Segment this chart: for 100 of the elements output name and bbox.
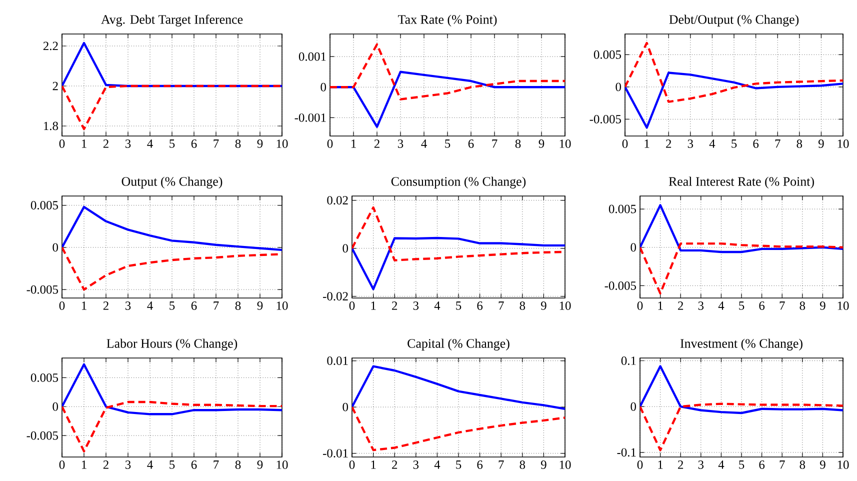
x-tick-label: 3 (698, 302, 704, 310)
x-tick-label: 6 (468, 140, 474, 148)
y-tick-label: 0.01 (327, 356, 348, 365)
x-tick-label: 3 (125, 140, 131, 148)
chart-title: Output (% Change) (122, 176, 222, 188)
y-tick-label: 0.001 (298, 52, 326, 61)
y-tick-label: -0.01 (323, 449, 348, 458)
y-tick-label: 0 (342, 402, 348, 412)
x-tick-label: 6 (191, 460, 197, 469)
x-tick-label: 5 (456, 460, 462, 469)
x-tick-label: 3 (398, 140, 404, 148)
x-tick-label: 3 (413, 302, 419, 310)
x-tick-label: 1 (371, 460, 376, 469)
x-tick-label: 0 (637, 460, 643, 469)
x-tick-label: 6 (477, 460, 483, 469)
x-tick-label: 9 (818, 140, 824, 148)
x-tick-label: 4 (421, 140, 427, 148)
x-tick-label: 4 (709, 140, 716, 148)
x-tick-label: 1 (351, 140, 356, 148)
x-tick-label: 5 (170, 460, 175, 469)
x-tick-label: 3 (688, 140, 694, 148)
x-tick-label: 5 (732, 140, 737, 148)
x-tick-label: 4 (718, 460, 724, 469)
x-tick-label: 8 (800, 302, 806, 310)
x-tick-label: 9 (257, 140, 263, 148)
x-tick-label: 10 (838, 460, 849, 469)
x-tick-label: 9 (820, 302, 826, 310)
y-tick-label: 1.8 (44, 122, 58, 130)
x-tick-label: 9 (541, 302, 546, 310)
y-tick-label: 0.005 (594, 50, 621, 59)
x-tick-label: 8 (515, 140, 521, 148)
x-tick-label: 5 (456, 302, 462, 310)
x-tick-label: 5 (739, 302, 744, 310)
y-tick-label: -0.005 (26, 431, 58, 440)
y-tick-label: 0.1 (621, 356, 636, 365)
x-tick-label: 5 (170, 302, 175, 310)
x-tick-label: 9 (257, 302, 263, 310)
x-tick-label: 7 (214, 140, 219, 148)
y-tick-label: -0.001 (294, 113, 326, 122)
x-tick-label: 10 (560, 140, 571, 148)
x-tick-label: 0 (349, 460, 355, 469)
x-tick-label: 0 (59, 302, 65, 310)
y-tick-label: -0.005 (590, 114, 621, 124)
x-tick-label: 1 (644, 140, 650, 148)
y-tick-label: 0.02 (327, 196, 348, 205)
x-tick-label: 1 (82, 302, 86, 310)
y-tick-label: 0.005 (608, 204, 636, 214)
x-tick-label: 7 (780, 302, 785, 310)
y-tick-label: -0.005 (604, 282, 636, 290)
x-tick-label: 4 (434, 302, 440, 310)
x-tick-label: 2 (392, 302, 398, 310)
x-tick-label: 1 (82, 140, 86, 148)
y-tick-label: 0.005 (30, 373, 58, 382)
x-tick-label: 2 (678, 460, 684, 469)
x-tick-label: 10 (276, 460, 288, 469)
line-series (62, 363, 282, 416)
x-tick-label: 0 (59, 460, 65, 469)
x-tick-label: 4 (718, 302, 724, 310)
y-tick-label: 2.2 (43, 42, 58, 50)
y-tick-label: -0.1 (617, 448, 636, 457)
x-tick-label: 7 (498, 302, 504, 310)
x-tick-label: 4 (147, 302, 153, 310)
y-tick-label: 2 (52, 82, 58, 90)
x-tick-label: 4 (434, 460, 440, 469)
x-tick-label: 8 (520, 302, 526, 310)
x-tick-label: 2 (666, 140, 672, 148)
x-tick-label: 6 (759, 302, 765, 310)
x-tick-label: 1 (658, 460, 663, 469)
x-tick-label: 5 (170, 140, 175, 148)
x-tick-label: 2 (678, 302, 684, 310)
x-tick-label: 8 (235, 140, 241, 148)
x-tick-label: 0 (349, 302, 355, 310)
x-tick-label: 1 (82, 460, 86, 469)
x-tick-label: 8 (800, 460, 806, 469)
x-tick-label: 7 (492, 140, 498, 148)
y-tick-label: 0.005 (30, 201, 58, 210)
line-series (352, 406, 566, 452)
x-tick-label: 10 (276, 140, 288, 148)
x-tick-label: 6 (191, 140, 197, 148)
x-tick-label: 10 (838, 302, 849, 310)
chart-title: Labor Hours (% Change) (106, 338, 238, 350)
x-tick-label: 9 (820, 460, 826, 469)
chart-title: Avg. Debt Target Inference (101, 14, 243, 26)
chart-title: Capital (% Change) (408, 338, 510, 350)
chart-title: Tax Rate (% Point) (398, 14, 497, 26)
x-tick-label: 2 (392, 460, 398, 469)
x-tick-label: 6 (753, 140, 759, 148)
x-tick-label: 2 (103, 302, 108, 310)
x-tick-label: 8 (520, 460, 526, 469)
chart-title: Real Interest Rate (% Point) (668, 176, 814, 188)
y-tick-label: 0 (616, 82, 622, 92)
x-tick-label: 7 (214, 460, 219, 469)
x-tick-label: 8 (235, 302, 241, 310)
x-tick-label: 9 (541, 460, 546, 469)
x-tick-label: 6 (477, 302, 483, 310)
x-tick-label: 10 (838, 140, 849, 148)
x-tick-label: 10 (560, 460, 571, 469)
x-tick-label: 2 (374, 140, 380, 148)
y-tick-label: 0 (52, 402, 58, 411)
y-tick-label: 0 (320, 82, 326, 92)
